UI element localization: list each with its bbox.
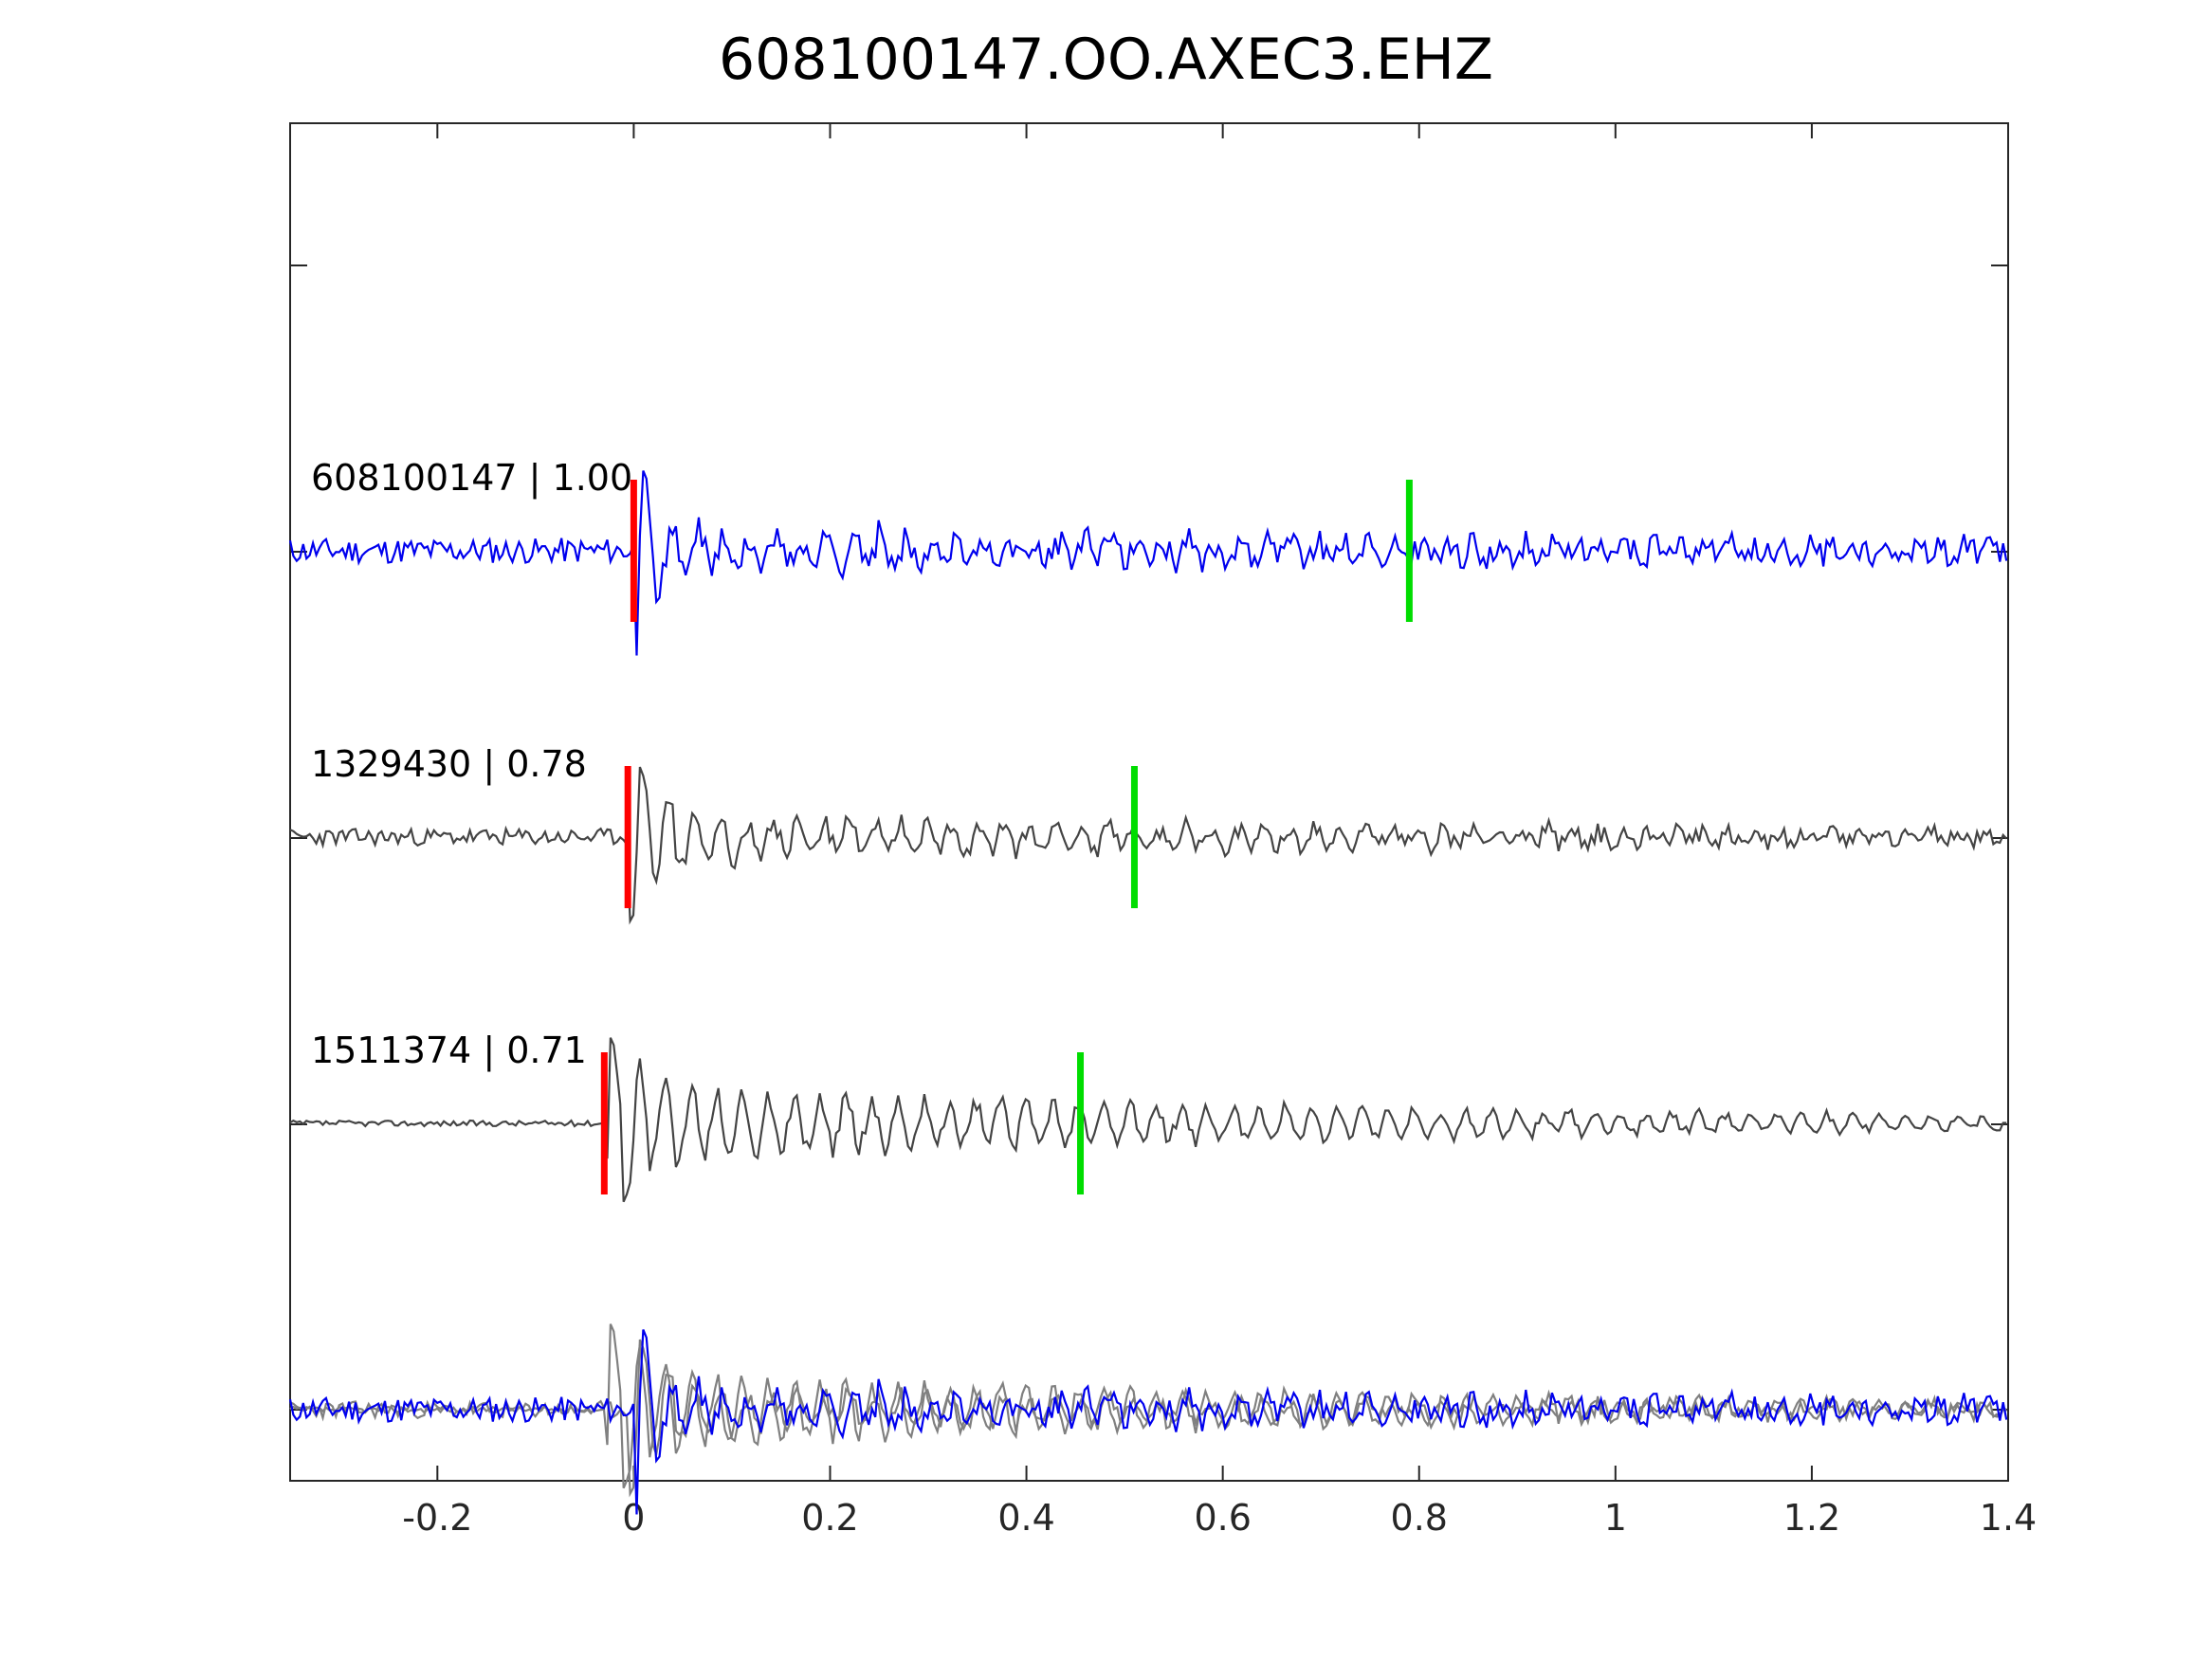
axis-ticks: -0.2 0 0.2 0.4 0.6 0.8 1 1.2 1.4 — [290, 123, 2037, 1539]
plot-frame — [289, 122, 2009, 1482]
trace-line-1 — [288, 470, 2008, 656]
x-tick-label: 1.2 — [1783, 1497, 1840, 1539]
pick-group — [600, 480, 1413, 1194]
x-tick-label: 1 — [1604, 1497, 1627, 1539]
overlay-trace-line-3 — [289, 1323, 2007, 1489]
x-tick-label: 0 — [622, 1497, 645, 1539]
trace-line-3 — [289, 1037, 2007, 1203]
x-tick-label: -0.2 — [402, 1497, 472, 1539]
x-tick-label: 0.2 — [801, 1497, 858, 1539]
x-tick-label: 1.4 — [1980, 1497, 2037, 1539]
trace-label: 1511374 | 0.71 — [311, 1030, 587, 1072]
trace-label-group: 608100147 | 1.00 1329430 | 0.78 1511374 | … — [311, 457, 632, 1072]
x-tick-label: 0.4 — [997, 1497, 1054, 1539]
trace-label: 1329430 | 0.78 — [311, 743, 587, 786]
x-tick-label: 0.6 — [1194, 1497, 1251, 1539]
overlay-trace-line-1 — [288, 1329, 2008, 1515]
x-tick-label: 0.8 — [1391, 1497, 1448, 1539]
trace-label: 608100147 | 1.00 — [311, 457, 632, 500]
chart-title: 608100147.OO.AXEC3.EHZ — [718, 27, 1494, 93]
trace-line-2 — [289, 766, 2007, 925]
trace-group — [288, 470, 2008, 1515]
